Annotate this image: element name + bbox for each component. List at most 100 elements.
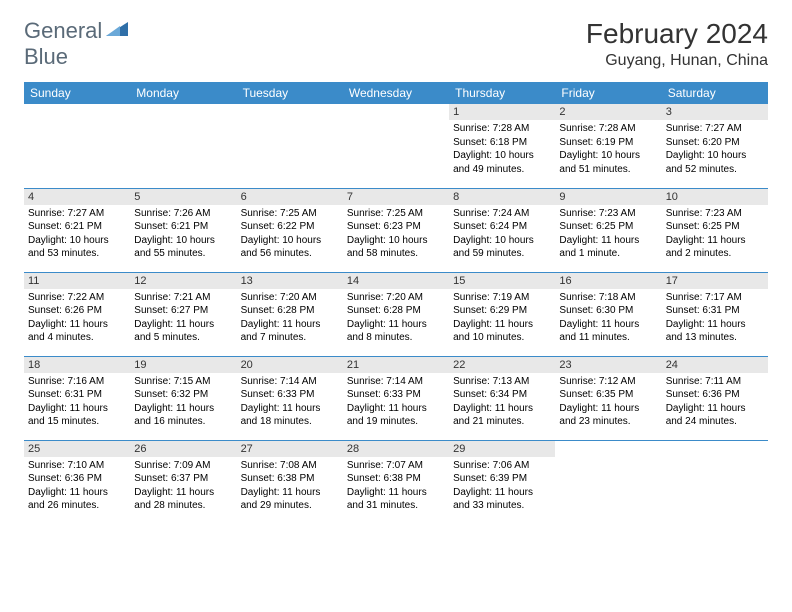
day-info: Sunrise: 7:26 AMSunset: 6:21 PMDaylight:… [134, 207, 232, 261]
weekday-header: Saturday [662, 82, 768, 104]
day-info: Sunrise: 7:25 AMSunset: 6:23 PMDaylight:… [347, 207, 445, 261]
day-info: Sunrise: 7:20 AMSunset: 6:28 PMDaylight:… [241, 291, 339, 345]
calendar-day-cell: 20 Sunrise: 7:14 AMSunset: 6:33 PMDayligh… [237, 356, 343, 440]
day-number: 9 [555, 189, 661, 205]
day-info: Sunrise: 7:25 AMSunset: 6:22 PMDaylight:… [241, 207, 339, 261]
calendar-day-cell: 1 Sunrise: 7:28 AMSunset: 6:18 PMDaylight… [449, 104, 555, 188]
calendar-day-cell [24, 104, 130, 188]
brand-text-2: Blue [24, 44, 68, 70]
day-number: 5 [130, 189, 236, 205]
day-info: Sunrise: 7:10 AMSunset: 6:36 PMDaylight:… [28, 459, 126, 513]
day-number: 10 [662, 189, 768, 205]
calendar-day-cell: 4Sunrise: 7:27 AMSunset: 6:21 PMDaylight… [24, 188, 130, 272]
calendar-day-cell: 12 Sunrise: 7:21 AMSunset: 6:27 PMDayligh… [130, 272, 236, 356]
calendar-week-row: 18 Sunrise: 7:16 AMSunset: 6:31 PMDayligh… [24, 356, 768, 440]
day-number: 27 [237, 441, 343, 457]
day-number: 12 [130, 273, 236, 289]
day-number: 19 [130, 357, 236, 373]
day-number: 3 [662, 104, 768, 120]
day-number: 2 [555, 104, 661, 120]
day-number: 26 [130, 441, 236, 457]
weekday-header: Thursday [449, 82, 555, 104]
day-info: Sunrise: 7:14 AMSunset: 6:33 PMDaylight:… [347, 375, 445, 429]
title-block: February 2024 Guyang, Hunan, China [586, 18, 768, 70]
calendar-day-cell: 15 Sunrise: 7:19 AMSunset: 6:29 PMDayligh… [449, 272, 555, 356]
calendar-day-cell: 27 Sunrise: 7:08 AMSunset: 6:38 PMDayligh… [237, 440, 343, 524]
calendar-week-row: 1 Sunrise: 7:28 AMSunset: 6:18 PMDaylight… [24, 104, 768, 188]
weekday-header: Monday [130, 82, 236, 104]
calendar-day-cell: 29 Sunrise: 7:06 AMSunset: 6:39 PMDayligh… [449, 440, 555, 524]
calendar-day-cell: 7 Sunrise: 7:25 AMSunset: 6:23 PMDaylight… [343, 188, 449, 272]
day-number: 25 [24, 441, 130, 457]
brand-sail-icon [106, 20, 128, 36]
day-number: 13 [237, 273, 343, 289]
header: General February 2024 Guyang, Hunan, Chi… [24, 18, 768, 70]
day-number: 23 [555, 357, 661, 373]
calendar-day-cell: 21 Sunrise: 7:14 AMSunset: 6:33 PMDayligh… [343, 356, 449, 440]
month-title: February 2024 [586, 18, 768, 50]
day-number: 8 [449, 189, 555, 205]
calendar-day-cell: 24 Sunrise: 7:11 AMSunset: 6:36 PMDayligh… [662, 356, 768, 440]
day-info: Sunrise: 7:12 AMSunset: 6:35 PMDaylight:… [559, 375, 657, 429]
calendar-day-cell: 14 Sunrise: 7:20 AMSunset: 6:28 PMDayligh… [343, 272, 449, 356]
day-number: 28 [343, 441, 449, 457]
day-info: Sunrise: 7:28 AMSunset: 6:19 PMDaylight:… [559, 122, 657, 176]
day-info: Sunrise: 7:21 AMSunset: 6:27 PMDaylight:… [134, 291, 232, 345]
calendar-day-cell: 28 Sunrise: 7:07 AMSunset: 6:38 PMDayligh… [343, 440, 449, 524]
calendar-day-cell: 23 Sunrise: 7:12 AMSunset: 6:35 PMDayligh… [555, 356, 661, 440]
calendar-day-cell: 22Sunrise: 7:13 AMSunset: 6:34 PMDayligh… [449, 356, 555, 440]
day-number: 29 [449, 441, 555, 457]
calendar-week-row: 11 Sunrise: 7:22 AMSunset: 6:26 PMDayligh… [24, 272, 768, 356]
day-number: 20 [237, 357, 343, 373]
day-info: Sunrise: 7:24 AMSunset: 6:24 PMDaylight:… [453, 207, 551, 261]
day-number: 21 [343, 357, 449, 373]
calendar-week-row: 4Sunrise: 7:27 AMSunset: 6:21 PMDaylight… [24, 188, 768, 272]
day-number: 24 [662, 357, 768, 373]
day-info: Sunrise: 7:06 AMSunset: 6:39 PMDaylight:… [453, 459, 551, 513]
calendar-day-cell: 2 Sunrise: 7:28 AMSunset: 6:19 PMDaylight… [555, 104, 661, 188]
calendar-day-cell: 11 Sunrise: 7:22 AMSunset: 6:26 PMDayligh… [24, 272, 130, 356]
calendar-day-cell [130, 104, 236, 188]
day-info: Sunrise: 7:19 AMSunset: 6:29 PMDaylight:… [453, 291, 551, 345]
day-info: Sunrise: 7:11 AMSunset: 6:36 PMDaylight:… [666, 375, 764, 429]
day-info: Sunrise: 7:15 AMSunset: 6:32 PMDaylight:… [134, 375, 232, 429]
calendar-day-cell: 5 Sunrise: 7:26 AMSunset: 6:21 PMDaylight… [130, 188, 236, 272]
day-number: 18 [24, 357, 130, 373]
day-number: 17 [662, 273, 768, 289]
day-info: Sunrise: 7:20 AMSunset: 6:28 PMDaylight:… [347, 291, 445, 345]
day-info: Sunrise: 7:27 AMSunset: 6:20 PMDaylight:… [666, 122, 764, 176]
day-number: 15 [449, 273, 555, 289]
day-number: 11 [24, 273, 130, 289]
day-info: Sunrise: 7:18 AMSunset: 6:30 PMDaylight:… [559, 291, 657, 345]
day-info: Sunrise: 7:14 AMSunset: 6:33 PMDaylight:… [241, 375, 339, 429]
calendar-table: Sunday Monday Tuesday Wednesday Thursday… [24, 82, 768, 524]
day-info: Sunrise: 7:08 AMSunset: 6:38 PMDaylight:… [241, 459, 339, 513]
brand-text-1: General [24, 18, 102, 44]
day-info: Sunrise: 7:23 AMSunset: 6:25 PMDaylight:… [666, 207, 764, 261]
calendar-day-cell [237, 104, 343, 188]
day-info: Sunrise: 7:16 AMSunset: 6:31 PMDaylight:… [28, 375, 126, 429]
day-info: Sunrise: 7:27 AMSunset: 6:21 PMDaylight:… [28, 207, 126, 261]
day-number: 6 [237, 189, 343, 205]
calendar-day-cell: 6 Sunrise: 7:25 AMSunset: 6:22 PMDaylight… [237, 188, 343, 272]
day-number: 16 [555, 273, 661, 289]
brand-logo: General [24, 18, 130, 44]
day-info: Sunrise: 7:07 AMSunset: 6:38 PMDaylight:… [347, 459, 445, 513]
weekday-header: Wednesday [343, 82, 449, 104]
calendar-day-cell: 17 Sunrise: 7:17 AMSunset: 6:31 PMDayligh… [662, 272, 768, 356]
day-info: Sunrise: 7:28 AMSunset: 6:18 PMDaylight:… [453, 122, 551, 176]
day-number: 7 [343, 189, 449, 205]
calendar-day-cell: 16 Sunrise: 7:18 AMSunset: 6:30 PMDayligh… [555, 272, 661, 356]
calendar-week-row: 25 Sunrise: 7:10 AMSunset: 6:36 PMDayligh… [24, 440, 768, 524]
day-number: 1 [449, 104, 555, 120]
calendar-day-cell [555, 440, 661, 524]
day-info: Sunrise: 7:22 AMSunset: 6:26 PMDaylight:… [28, 291, 126, 345]
calendar-day-cell: 13 Sunrise: 7:20 AMSunset: 6:28 PMDayligh… [237, 272, 343, 356]
calendar-day-cell [662, 440, 768, 524]
calendar-day-cell: 18 Sunrise: 7:16 AMSunset: 6:31 PMDayligh… [24, 356, 130, 440]
day-number: 14 [343, 273, 449, 289]
day-info: Sunrise: 7:17 AMSunset: 6:31 PMDaylight:… [666, 291, 764, 345]
day-number: 22 [449, 357, 555, 373]
calendar-day-cell: 10 Sunrise: 7:23 AMSunset: 6:25 PMDayligh… [662, 188, 768, 272]
weekday-header: Tuesday [237, 82, 343, 104]
